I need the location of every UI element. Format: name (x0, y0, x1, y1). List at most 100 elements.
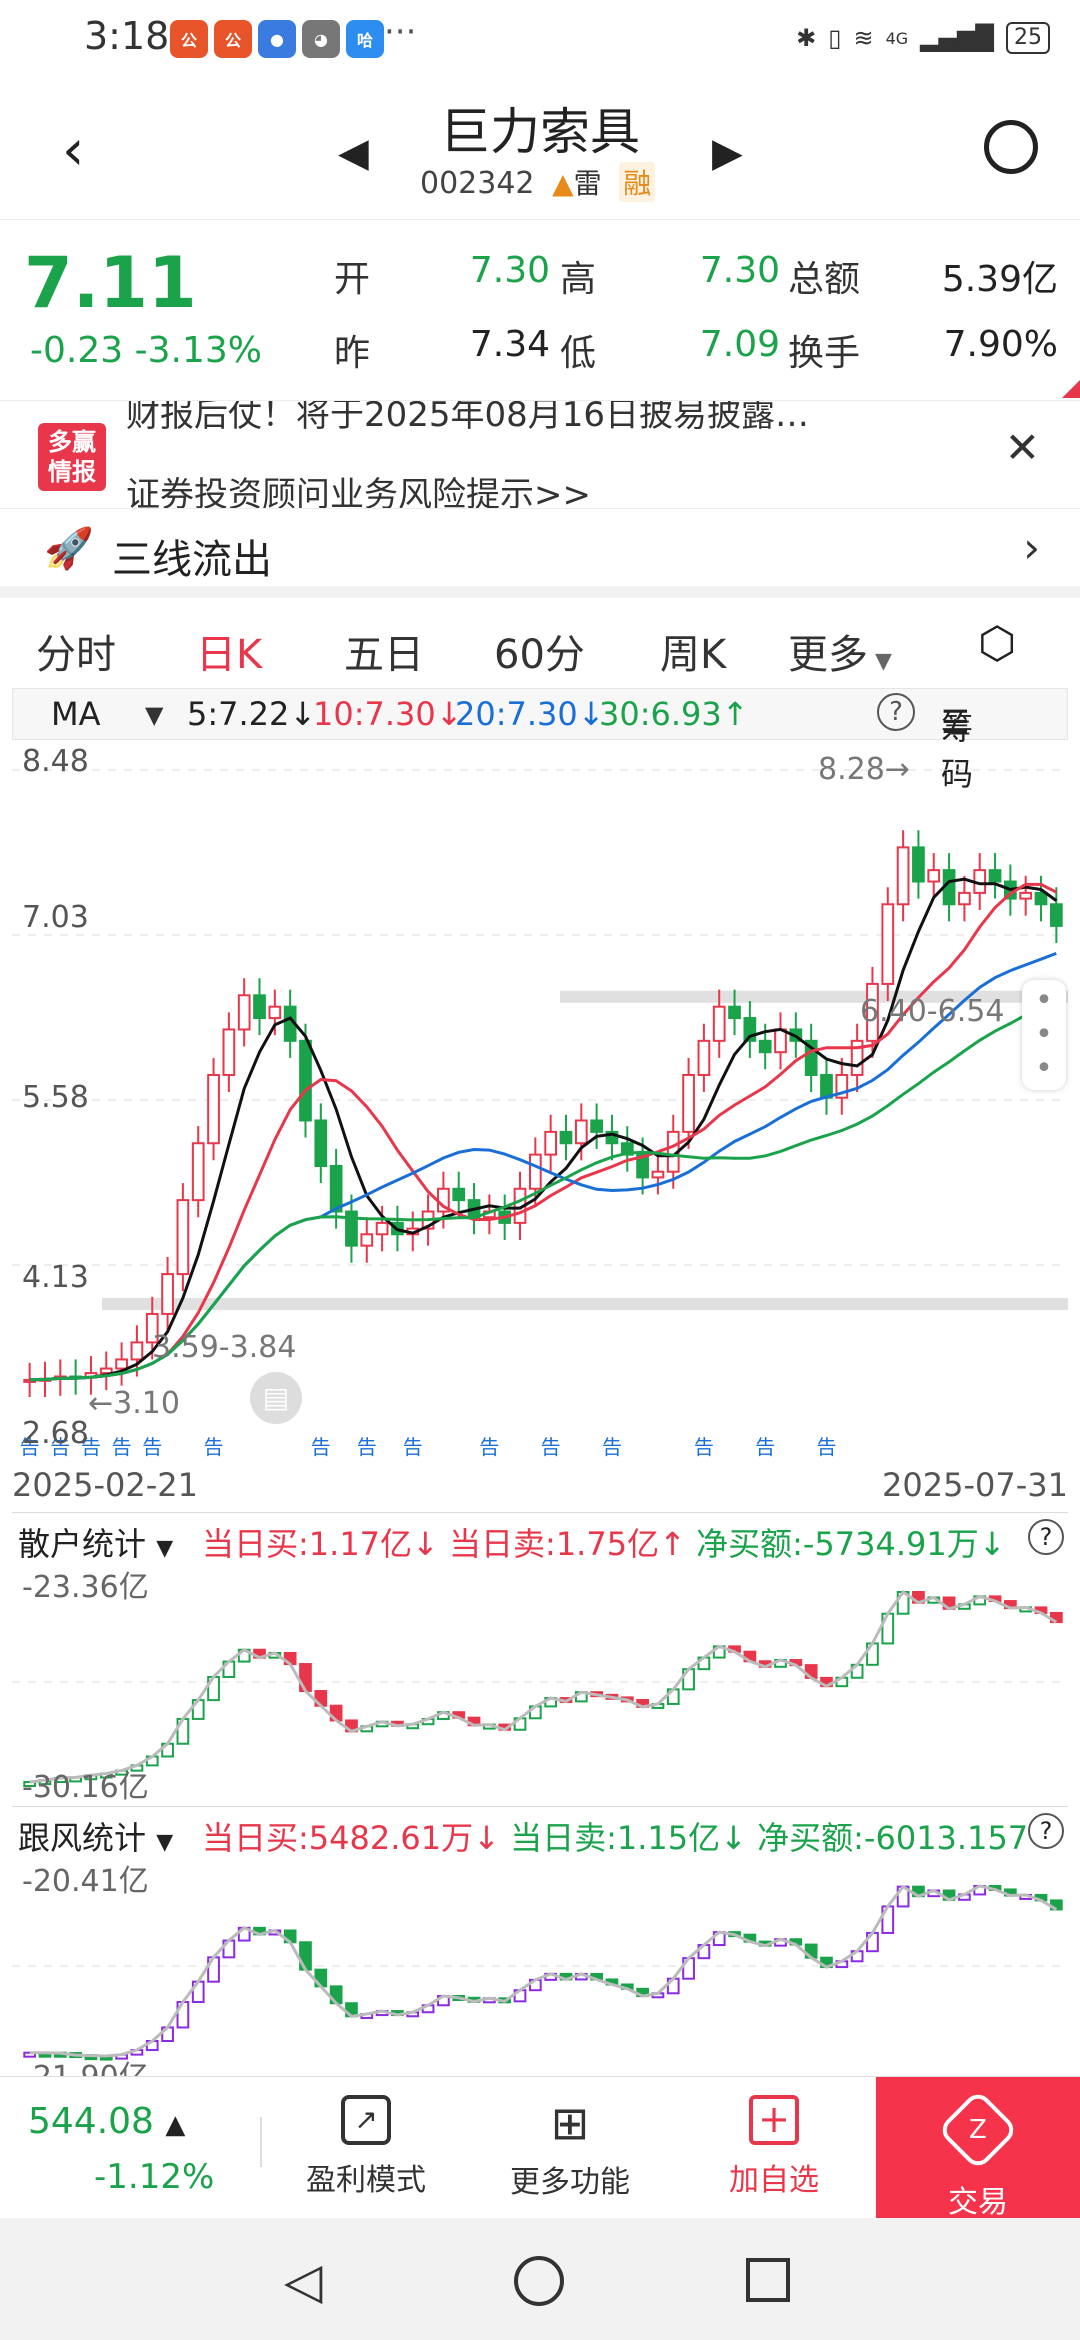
y-tick-label: 7.03 (22, 900, 89, 935)
warning-tag[interactable]: ▲雷 (552, 167, 602, 200)
battery-icon: 25 (1006, 22, 1050, 54)
kline-svg: 告告告告告告告告告告告告告告告 (12, 769, 1068, 1459)
retail-selector[interactable]: 散户统计 ▼ (18, 1525, 174, 1563)
candle-body (804, 1039, 818, 1076)
ma30-value: 30:6.93↑ (599, 695, 749, 733)
follow-panel-header: 跟风统计 ▼ 当日买:5482.61万↓ 当日卖:1.15亿↓ 净买额:-601… (12, 1806, 1068, 1857)
y-tick-label: 5.58 (22, 1080, 89, 1115)
flow-bar (23, 2051, 37, 2058)
tab-five-day[interactable]: 五日 (344, 632, 424, 678)
vibrate-icon: ▯ (828, 24, 842, 52)
candle-body (161, 1273, 174, 1315)
ma10-value: 10:7.30↓ (313, 695, 463, 733)
caret-down-icon: ▼ (145, 701, 164, 729)
candle-body (1049, 903, 1063, 927)
triangle-up-icon: ▲ (165, 2110, 186, 2140)
news-line-2[interactable]: 证券投资顾问业务风险提示>> (126, 475, 591, 508)
candle-body (360, 1233, 374, 1247)
stock-code-row: 002342 ▲雷 融 (420, 162, 656, 202)
candle-body (988, 869, 1002, 883)
start-date: 2025-02-21 (12, 1466, 198, 1504)
warning-icon: ▲ (552, 167, 574, 200)
prev-stock-icon[interactable]: ◀ (338, 130, 369, 176)
tab-intraday[interactable]: 分时 (36, 632, 116, 678)
notice-marker: 告 (755, 1435, 775, 1459)
price-change: -0.23 -3.13% (30, 330, 262, 371)
candle-body (774, 1028, 787, 1054)
candle-body (345, 1210, 358, 1247)
candle-body (697, 1039, 711, 1076)
help-icon[interactable]: ? (1028, 1813, 1064, 1849)
alert-text: 三线流出 (112, 537, 272, 583)
trade-button[interactable]: Z 交易 (876, 2077, 1080, 2220)
notice-marker: 告 (50, 1435, 70, 1459)
back-icon[interactable]: ‹ (62, 118, 85, 183)
news-line-1[interactable]: 财报后仗！将于2025年08月16日披易披露… (126, 400, 810, 435)
settings-icon[interactable]: ⬡ (978, 618, 1017, 669)
tab-daily[interactable]: 日K (196, 622, 262, 698)
candle-body (866, 982, 879, 1042)
prev-close-label: 昨 (334, 333, 371, 374)
follow-selector[interactable]: 跟风统计 ▼ (18, 1819, 174, 1857)
help-icon[interactable]: ? (877, 693, 915, 731)
candle-body (958, 891, 971, 906)
index-value[interactable]: 544.08 ▲ (28, 2101, 186, 2142)
flow-line (29, 1589, 1058, 1784)
alert-row[interactable]: 🚀 三线流出 › (0, 508, 1080, 598)
candle-body (145, 1312, 159, 1344)
tab-more[interactable]: 更多 ▼ (788, 632, 892, 678)
stock-header: ‹ ◀ 巨力索具 002342 ▲雷 融 ▶ (0, 84, 1080, 220)
index-change: -1.12% (94, 2157, 215, 2197)
network-label: 4G (885, 28, 909, 48)
trade-icon: Z (936, 2088, 1020, 2172)
add-watchlist-button[interactable]: + 加自选 (729, 2095, 819, 2198)
candle-body (590, 1119, 603, 1133)
candle-body (820, 1073, 833, 1099)
system-back-icon[interactable]: ◁ (284, 2252, 323, 2310)
image-icon[interactable]: ▤ (250, 1372, 302, 1424)
help-icon[interactable]: ? (1028, 1519, 1064, 1555)
grid-icon: ⊞ (550, 2096, 590, 2150)
amount-label: 总额 (788, 259, 861, 300)
next-stock-icon[interactable]: ▶ (712, 130, 743, 176)
notice-marker: 告 (479, 1435, 499, 1459)
notice-marker: 告 (694, 1435, 714, 1459)
candle-body (375, 1221, 389, 1236)
close-icon[interactable]: ✕ (1004, 423, 1040, 472)
system-home-icon[interactable] (514, 2256, 564, 2306)
candle-body (268, 1005, 282, 1020)
system-recents-icon[interactable] (746, 2258, 790, 2302)
status-time: 3:18 (84, 14, 170, 58)
candle-body (130, 1341, 144, 1361)
follow-buy: 当日买:5482.61万↓ (202, 1819, 500, 1857)
system-nav-bar: ◁ (0, 2218, 1080, 2340)
search-icon[interactable] (984, 120, 1038, 174)
rocket-icon: 🚀 (44, 526, 94, 572)
news-ticker[interactable]: 多赢 情报 财报后仗！将于2025年08月16日披易披露… 证券投资顾问业务风险提… (0, 400, 1080, 508)
ma-selector[interactable]: MA (51, 695, 101, 733)
more-options-icon[interactable]: • • • (1022, 980, 1066, 1090)
candle-body (682, 1073, 695, 1133)
candle-body (99, 1367, 113, 1375)
candle-body (452, 1187, 466, 1202)
retail-top-label: -23.36亿 (22, 1570, 149, 1605)
low-price-label: ←3.10 (88, 1386, 180, 1421)
support-zone-band (560, 990, 1068, 1003)
tab-weekly[interactable]: 周K (660, 632, 727, 678)
candle-body (115, 1358, 128, 1370)
retail-chart: -23.36亿 -30.16亿 (12, 1562, 1068, 1805)
margin-tag[interactable]: 融 (619, 162, 656, 202)
candle-body (712, 1005, 726, 1042)
retail-panel-header: 散户统计 ▼ 当日买:1.17亿↓ 当日卖:1.75亿↑ 净买额:-5734.9… (12, 1512, 1068, 1563)
end-date: 2025-07-31 (882, 1466, 1068, 1504)
ma-line-30 (29, 999, 1057, 1382)
profit-mode-button[interactable]: ↗ 盈利模式 (296, 2095, 436, 2199)
more-functions-button[interactable]: ⊞ 更多功能 (500, 2095, 640, 2201)
kline-chart[interactable]: 告告告告告告告告告告告告告告告 8.48 7.03 5.58 4.13 2.68… (12, 740, 1068, 1460)
ma-line-10 (29, 882, 1057, 1382)
tab-60min[interactable]: 60分 (494, 632, 585, 678)
follow-svg (12, 1884, 1068, 2061)
follow-top-label: -20.41亿 (22, 1864, 149, 1899)
caret-down-icon: ▼ (156, 1830, 174, 1855)
date-axis: 2025-02-21 2025-07-31 (0, 1460, 1080, 1510)
